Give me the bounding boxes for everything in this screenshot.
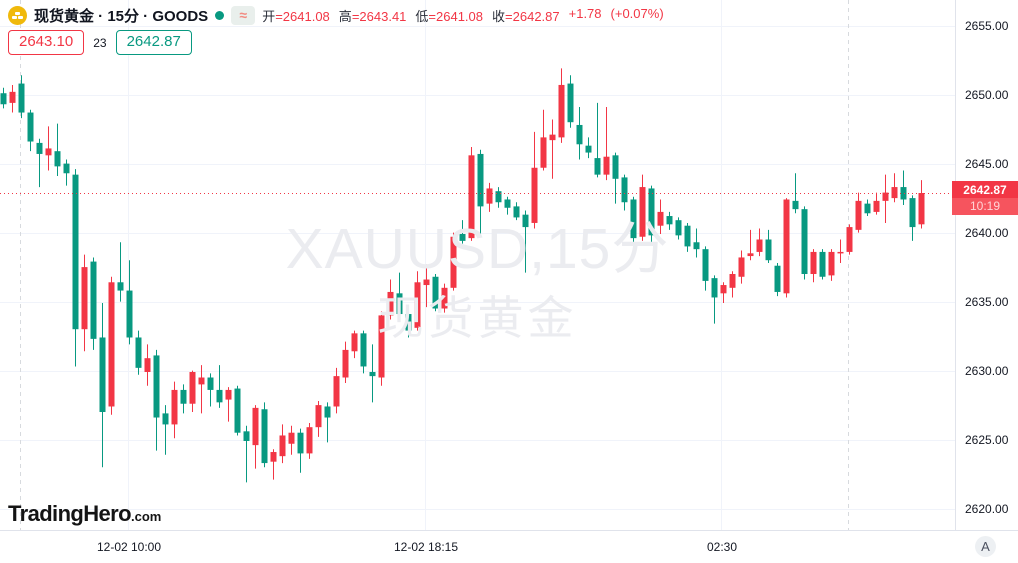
sell-price-button[interactable]: 2643.10 (8, 30, 85, 55)
approx-icon[interactable]: ≈ (231, 5, 256, 25)
price-axis-label: 2630.00 (965, 363, 1009, 378)
logo-tld-text: .com (130, 509, 162, 524)
price-axis-label: 2635.00 (965, 294, 1009, 309)
spread-value: 23 (93, 35, 107, 50)
market-open-dot-icon (215, 10, 225, 20)
quote-row: 2643.10 23 2642.87 (8, 30, 192, 55)
price-axis-label: 2640.00 (965, 225, 1009, 240)
tradinghero-logo: TradingHero.com (8, 501, 161, 527)
ohlc-low: 低=2641.08 (415, 8, 484, 24)
candlestick-chart[interactable] (0, 0, 955, 530)
time-axis-label: 02:30 (706, 540, 738, 554)
logo-brand-text: TradingHero (8, 501, 132, 526)
ohlc-close: 收=2642.87 (492, 8, 560, 24)
symbol-title[interactable]: 现货黄金 · 15分 · GOODS (34, 7, 209, 25)
ohlc-readout: 开=2641.08 高=2643.41 低=2641.08 收=2642.87 … (262, 6, 663, 25)
last-price-tag[interactable]: 2642.87 10:19 (952, 181, 1018, 215)
change-value: +1.78 (568, 5, 602, 21)
bar-countdown: 10:19 (952, 198, 1018, 215)
last-price-value: 2642.87 (952, 181, 1018, 198)
time-axis-label: 12-02 18:15 (393, 540, 459, 554)
price-axis-label: 2620.00 (965, 501, 1009, 516)
price-axis-label: 2625.00 (965, 432, 1009, 447)
time-axis-label: 12-02 10:00 (96, 540, 162, 554)
price-axis-label: 2645.00 (965, 156, 1009, 171)
auto-scale-button[interactable]: A (975, 536, 996, 557)
chart-header: 现货黄金 · 15分 · GOODS ≈ 开=2641.08 高=2643.41… (8, 5, 664, 25)
gold-coin-icon (8, 5, 27, 25)
time-axis[interactable]: 12-02 10:00 12-02 18:15 02:30 A (0, 530, 1018, 563)
buy-price-button[interactable]: 2642.87 (115, 30, 192, 55)
change-percent: (+0.07%) (610, 5, 664, 21)
price-axis[interactable]: 2655.00 2650.00 2645.00 2640.00 2635.00 … (955, 0, 1018, 530)
price-axis-label: 2655.00 (965, 18, 1009, 33)
price-axis-label: 2650.00 (965, 87, 1009, 102)
ohlc-open: 开=2641.08 (262, 8, 330, 24)
ohlc-high: 高=2643.41 (338, 8, 407, 24)
